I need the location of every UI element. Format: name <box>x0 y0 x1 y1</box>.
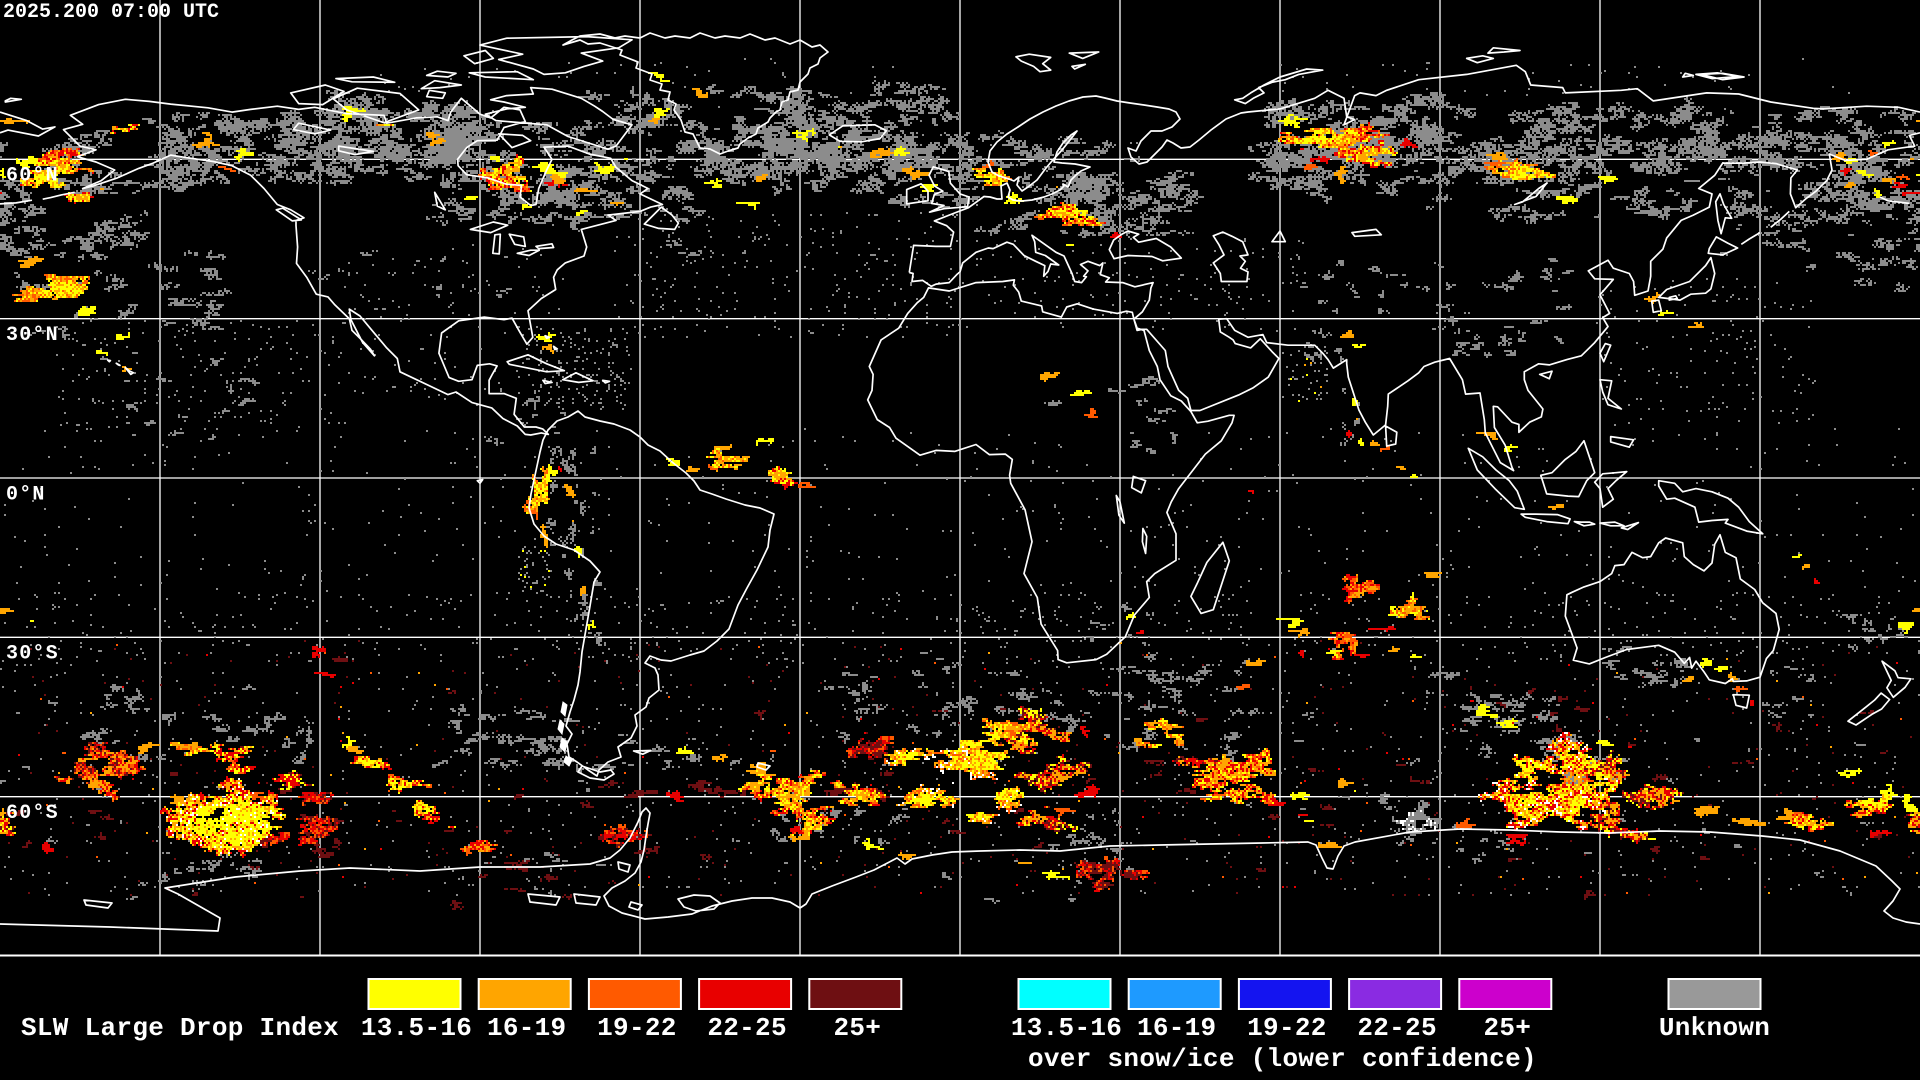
svg-text:2025.200 07:00 UTC: 2025.200 07:00 UTC <box>3 1 219 24</box>
svg-text:22-25: 22-25 <box>707 1013 787 1043</box>
svg-text:Unknown: Unknown <box>1659 1013 1770 1043</box>
svg-text:19-22: 19-22 <box>1247 1013 1327 1043</box>
svg-text:60°N: 60°N <box>6 165 59 188</box>
svg-text:16-19: 16-19 <box>1137 1013 1217 1043</box>
svg-text:over snow/ice (lower confidenc: over snow/ice (lower confidence) <box>1028 1044 1537 1074</box>
svg-text:19-22: 19-22 <box>597 1013 677 1043</box>
svg-text:22-25: 22-25 <box>1357 1013 1437 1043</box>
svg-text:25+: 25+ <box>1483 1013 1531 1043</box>
svg-text:30°N: 30°N <box>6 324 59 347</box>
svg-text:16-19: 16-19 <box>487 1013 567 1043</box>
svg-text:13.5-16: 13.5-16 <box>1011 1013 1122 1043</box>
svg-text:13.5-16: 13.5-16 <box>361 1013 472 1043</box>
svg-text:30°S: 30°S <box>6 643 59 666</box>
svg-text:SLW Large Drop Index: SLW Large Drop Index <box>21 1013 339 1043</box>
svg-text:25+: 25+ <box>833 1013 881 1043</box>
svg-text:60°S: 60°S <box>6 802 59 825</box>
svg-text:0°N: 0°N <box>6 483 46 506</box>
